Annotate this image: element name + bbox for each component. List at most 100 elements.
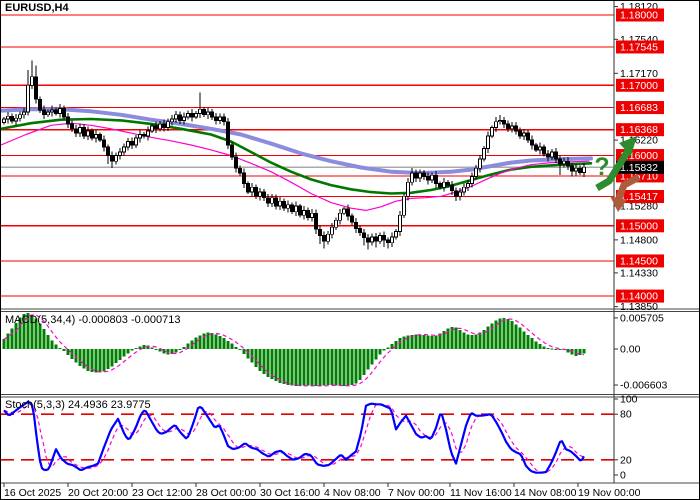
macd-bar	[370, 349, 374, 365]
macd-bar	[86, 349, 90, 371]
price-level-badge	[616, 219, 664, 233]
candle-up	[170, 118, 174, 123]
price-level-badge-text: 1.17000	[620, 80, 658, 92]
macd-bar	[478, 332, 482, 349]
candle-down	[110, 155, 114, 162]
candle-down	[90, 130, 94, 139]
macd-bar	[14, 322, 18, 349]
macd-bar	[354, 349, 358, 384]
candle-up	[418, 172, 422, 179]
macd-bar	[270, 349, 274, 379]
candle-up	[574, 167, 578, 172]
macd-bar	[110, 349, 114, 367]
time-axis-label: 7 Nov 00:00	[388, 487, 445, 499]
macd-bar	[338, 349, 342, 387]
candle-down	[234, 156, 238, 169]
candle-down	[578, 167, 582, 173]
candle-down	[70, 123, 74, 130]
stoch-scale-label: 20	[620, 454, 632, 466]
candle-up	[490, 127, 494, 137]
macd-bar	[386, 347, 390, 349]
candle-down	[262, 191, 266, 199]
macd-bar	[198, 335, 202, 349]
candle-down	[266, 197, 270, 204]
candle-up	[6, 115, 10, 120]
stoch-panel[interactable]	[1, 398, 614, 483]
price-level-badge-text: 1.18000	[620, 10, 658, 22]
candle-up	[498, 120, 502, 123]
macd-bar	[98, 349, 102, 373]
candle-down	[202, 108, 206, 116]
candle-up	[378, 235, 382, 242]
candle-up	[470, 176, 474, 185]
price-tick-label: 1.13850	[620, 301, 658, 313]
stoch-scale-label: 100	[620, 394, 638, 406]
candle-down	[214, 116, 218, 121]
candle-down	[154, 125, 158, 130]
price-scale-labels[interactable]: 1.181201.175401.171701.162201.152801.148…	[614, 1, 667, 482]
time-axis-label: 4 Nov 08:00	[324, 487, 381, 499]
macd-bar	[322, 349, 326, 386]
candle-up	[394, 231, 398, 238]
candle-up	[186, 112, 190, 118]
candle-up	[462, 186, 466, 193]
macd-bar	[214, 334, 218, 349]
macd-bar	[242, 349, 246, 354]
macd-bar	[406, 335, 410, 349]
macd-bar	[146, 345, 150, 349]
candle-down	[570, 165, 574, 172]
candle-up	[194, 112, 198, 118]
candle-down	[106, 146, 110, 156]
macd-bar	[518, 327, 522, 349]
macd-bar	[282, 349, 286, 384]
candle-up	[286, 204, 290, 209]
macd-bar	[174, 349, 178, 353]
forecast-annotation: ?	[594, 136, 641, 212]
time-axis[interactable]	[1, 483, 700, 500]
candle-up	[522, 132, 526, 137]
candle-up	[158, 123, 162, 130]
candle-down	[142, 134, 146, 137]
macd-bar	[10, 328, 14, 349]
candle-down	[346, 208, 350, 217]
macd-bar	[130, 349, 134, 351]
macd-bar	[294, 349, 298, 387]
macd-bar	[290, 349, 294, 386]
macd-bar	[202, 333, 206, 349]
macd-bar	[538, 344, 542, 349]
macd-bar	[194, 337, 198, 349]
macd-bar	[494, 320, 498, 349]
macd-bar	[286, 349, 290, 385]
candle-down	[222, 116, 226, 123]
candle-up	[550, 151, 554, 158]
macd-bar	[54, 344, 58, 349]
candle-down	[42, 109, 46, 116]
macd-bar	[430, 335, 434, 349]
candle-up	[334, 219, 338, 228]
candle-up	[182, 116, 186, 121]
price-level-badge-text: 1.15417	[620, 191, 658, 203]
candle-up	[94, 134, 98, 139]
candle-up	[582, 166, 586, 173]
candle-up	[206, 111, 210, 116]
price-level-badge-text: 1.16368	[620, 124, 658, 136]
time-axis-labels[interactable]: 16 Oct 2025 20 Oct 20:00 23 Oct 12:00 28 Oc…	[3, 483, 641, 499]
price-tick-label: 1.17170	[620, 68, 658, 80]
macd-bar	[506, 319, 510, 349]
candle-up	[294, 205, 298, 213]
candle-down	[566, 160, 570, 167]
macd-bar	[522, 331, 526, 349]
candle-up	[406, 181, 410, 197]
candle-down	[554, 151, 558, 160]
candle-down	[322, 235, 326, 242]
macd-bar	[266, 349, 270, 377]
macd-bar	[578, 349, 582, 355]
candle-down	[102, 139, 106, 148]
time-axis-label: 16 Oct 2025	[4, 487, 61, 499]
stochastic-layer	[1, 400, 614, 474]
candle-up	[174, 114, 178, 120]
macd-bar	[498, 318, 502, 349]
macd-bar	[302, 349, 306, 386]
macd-bar	[566, 349, 570, 353]
